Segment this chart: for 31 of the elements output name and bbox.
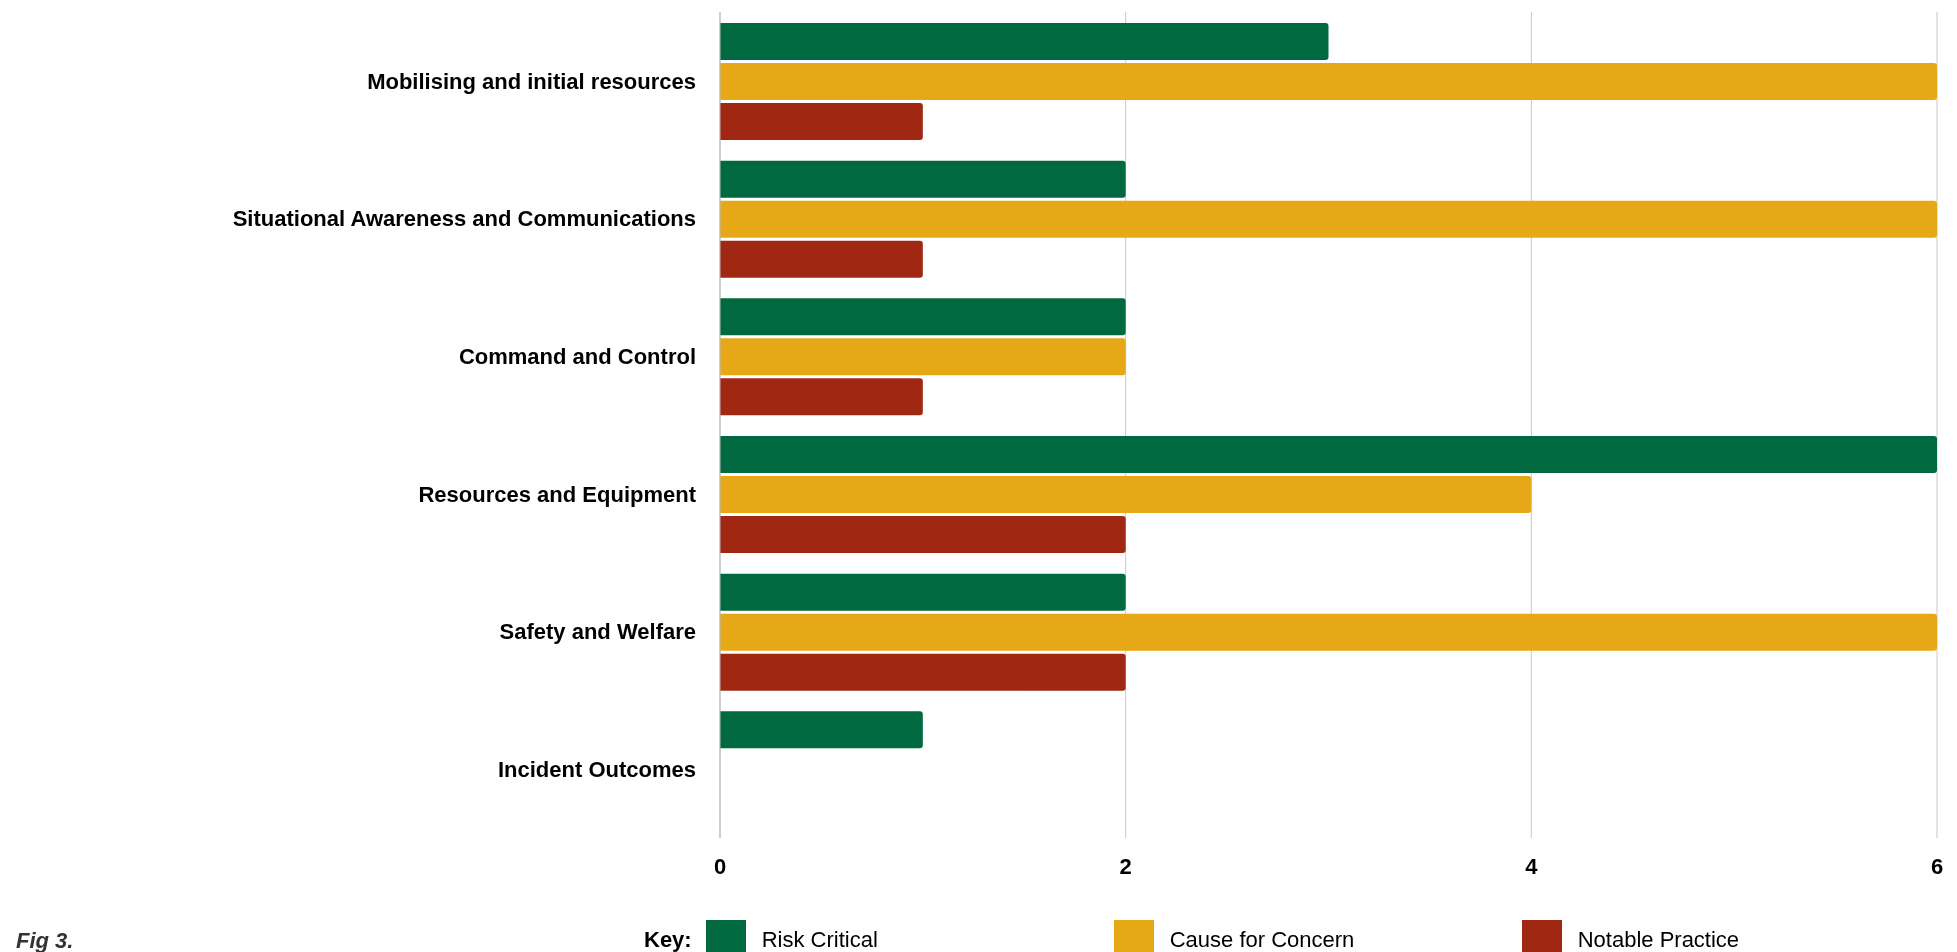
- bar: [720, 338, 1126, 376]
- legend-label: Cause for Concern: [1169, 927, 1355, 952]
- y-tick-label: Mobilising and initial resources: [367, 68, 696, 94]
- bar: [720, 200, 1937, 238]
- legend-label: Risk Critical: [761, 927, 878, 952]
- bar: [720, 298, 1126, 336]
- bar: [720, 476, 1532, 514]
- bar: [720, 653, 1126, 691]
- y-tick-label: Command and Control: [458, 343, 696, 369]
- bar: [720, 63, 1937, 101]
- y-tick-label: Resources and Equipment: [418, 481, 697, 507]
- bar: [720, 103, 923, 141]
- bar: [720, 240, 923, 278]
- x-tick-label: 4: [1525, 853, 1539, 879]
- x-tick-label: 0: [713, 853, 727, 879]
- y-tick-label: Incident Outcomes: [497, 756, 696, 782]
- legend-title: Key:: [644, 927, 692, 952]
- legend-label: Notable Practice: [1577, 927, 1740, 952]
- caption: Fig 3.: [16, 928, 74, 952]
- bar: [720, 613, 1937, 651]
- bar: [720, 378, 923, 416]
- y-tick-label: Safety and Welfare: [499, 619, 696, 645]
- x-tick-label: 6: [1930, 853, 1944, 879]
- bar: [720, 23, 1329, 61]
- bar: [720, 516, 1126, 554]
- bar: [720, 711, 923, 749]
- bar: [720, 160, 1126, 198]
- bar: [720, 436, 1937, 474]
- bar: [720, 573, 1126, 611]
- y-tick-label: Situational Awareness and Communications: [232, 206, 696, 232]
- x-tick-label: 2: [1119, 853, 1132, 879]
